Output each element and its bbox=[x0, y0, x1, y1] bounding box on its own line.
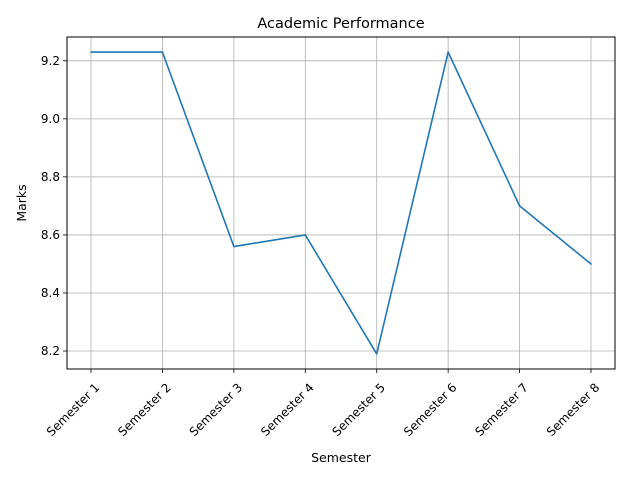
data-point bbox=[518, 205, 521, 207]
data-point bbox=[90, 51, 92, 53]
data-point bbox=[233, 245, 235, 248]
data-point bbox=[590, 263, 592, 265]
series-line bbox=[91, 51, 592, 355]
data-point bbox=[447, 51, 449, 53]
data-point bbox=[375, 353, 378, 355]
grid bbox=[67, 37, 615, 369]
data-point bbox=[161, 51, 164, 53]
series-layer bbox=[90, 51, 592, 355]
x-axis-label: Semester bbox=[311, 450, 372, 465]
y-tick-label: 9.2 bbox=[41, 54, 60, 68]
plot-frame bbox=[66, 36, 616, 370]
y-tick-label: 9.0 bbox=[41, 112, 60, 126]
chart-title: Academic Performance bbox=[257, 16, 424, 32]
y-tick-label: 8.8 bbox=[41, 170, 60, 184]
y-tick-label: 8.2 bbox=[41, 344, 60, 358]
data-point bbox=[304, 234, 307, 236]
y-axis-label: Marks bbox=[14, 184, 29, 221]
y-tick-label: 8.6 bbox=[41, 228, 60, 242]
y-axis: 8.2 8.4 8.6 8.8 9.0 9.2 bbox=[41, 54, 67, 358]
y-tick-label: 8.4 bbox=[41, 286, 60, 300]
